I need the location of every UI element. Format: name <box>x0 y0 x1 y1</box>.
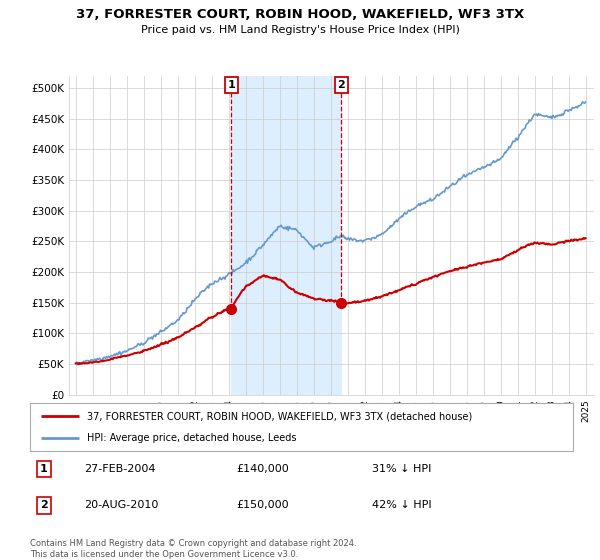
FancyBboxPatch shape <box>30 403 573 451</box>
Text: 2: 2 <box>337 80 345 90</box>
Text: 37, FORRESTER COURT, ROBIN HOOD, WAKEFIELD, WF3 3TX: 37, FORRESTER COURT, ROBIN HOOD, WAKEFIE… <box>76 8 524 21</box>
Text: HPI: Average price, detached house, Leeds: HPI: Average price, detached house, Leed… <box>87 433 296 443</box>
Text: 2: 2 <box>40 501 47 510</box>
Text: 37, FORRESTER COURT, ROBIN HOOD, WAKEFIELD, WF3 3TX (detached house): 37, FORRESTER COURT, ROBIN HOOD, WAKEFIE… <box>87 411 472 421</box>
Text: 27-FEB-2004: 27-FEB-2004 <box>85 464 156 474</box>
Text: 42% ↓ HPI: 42% ↓ HPI <box>372 501 432 510</box>
Text: 1: 1 <box>227 80 235 90</box>
Text: 1: 1 <box>40 464 47 474</box>
Text: Contains HM Land Registry data © Crown copyright and database right 2024.
This d: Contains HM Land Registry data © Crown c… <box>30 539 356 559</box>
Text: 20-AUG-2010: 20-AUG-2010 <box>85 501 158 510</box>
Text: 31% ↓ HPI: 31% ↓ HPI <box>372 464 431 474</box>
Text: £140,000: £140,000 <box>236 464 289 474</box>
Text: £150,000: £150,000 <box>236 501 289 510</box>
Text: Price paid vs. HM Land Registry's House Price Index (HPI): Price paid vs. HM Land Registry's House … <box>140 25 460 35</box>
Bar <box>231 76 341 395</box>
